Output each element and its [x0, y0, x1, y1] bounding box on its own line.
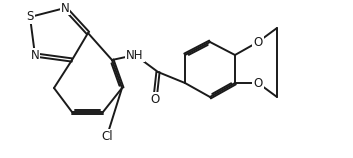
Text: O: O	[253, 76, 263, 89]
Text: O: O	[253, 36, 263, 49]
Text: S: S	[26, 10, 34, 24]
Text: O: O	[150, 92, 160, 106]
Text: NH: NH	[126, 49, 144, 61]
Text: N: N	[61, 1, 70, 15]
Text: Cl: Cl	[101, 130, 113, 143]
Text: N: N	[31, 49, 40, 61]
